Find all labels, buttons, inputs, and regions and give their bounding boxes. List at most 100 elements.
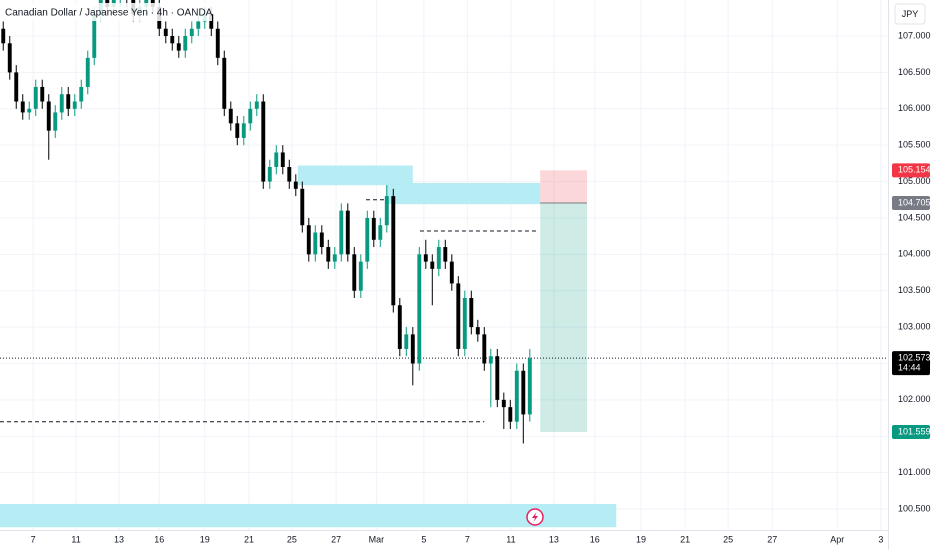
candle-body <box>66 94 71 109</box>
price-flag-label: 101.559 <box>898 426 931 436</box>
x-tick-label: 11 <box>506 534 515 544</box>
candle-body <box>358 261 363 291</box>
y-tick-label: 105.000 <box>898 176 931 186</box>
candle-body <box>280 152 285 168</box>
zone <box>386 183 541 205</box>
candle-body <box>14 72 19 102</box>
candle-body <box>332 254 337 262</box>
candle-body <box>92 14 97 58</box>
x-tick-label: Mar <box>369 534 385 544</box>
plot-area <box>0 0 888 530</box>
candle-body <box>59 94 64 113</box>
candle-body <box>209 14 214 29</box>
event-icon[interactable] <box>526 508 544 526</box>
candle-body <box>7 43 12 73</box>
candle-body <box>241 123 246 138</box>
candle-body <box>371 217 376 240</box>
candle-body <box>248 108 253 124</box>
candle-body <box>488 356 493 364</box>
x-tick-label: 11 <box>71 534 80 544</box>
candle-body <box>326 247 331 262</box>
candle-body <box>85 57 90 87</box>
candle-body <box>378 225 383 240</box>
candle-body <box>215 28 220 58</box>
candle-body <box>404 334 409 349</box>
price-flag-label: 104.705 <box>898 197 931 207</box>
candle-body <box>482 334 487 364</box>
candle-body <box>469 297 474 328</box>
y-tick-label: 102.000 <box>898 394 931 404</box>
x-tick-label: 27 <box>767 534 777 544</box>
zone <box>0 503 617 528</box>
x-tick-label: 3 <box>878 534 883 544</box>
x-tick-label: 13 <box>114 534 124 544</box>
candle-body <box>313 232 318 255</box>
y-tick-label: 107.000 <box>898 30 931 40</box>
candle-body <box>228 108 233 124</box>
candle-body <box>397 305 402 349</box>
y-tick-label: 100.500 <box>898 503 931 513</box>
x-tick-label: 19 <box>636 534 646 544</box>
y-tick-label: 103.000 <box>898 321 931 331</box>
candle-body <box>196 21 201 29</box>
candle-body <box>391 196 396 306</box>
candle-body <box>267 167 272 182</box>
candle-body <box>319 232 324 248</box>
price-flag <box>892 196 930 211</box>
target-zone <box>540 203 588 432</box>
candle-body <box>254 101 259 109</box>
candle-body <box>501 399 506 408</box>
x-tick-label: 21 <box>244 534 254 544</box>
y-tick-label: 104.500 <box>898 212 931 222</box>
y-tick-label: 101.000 <box>898 467 931 477</box>
candle-body <box>293 181 298 189</box>
candle-body <box>72 101 77 109</box>
x-tick-label: 16 <box>154 534 164 544</box>
x-tick-label: 25 <box>723 534 733 544</box>
candle-body <box>508 407 513 422</box>
candle-body <box>456 283 461 349</box>
x-tick-label: 27 <box>331 534 341 544</box>
candle-body <box>384 196 389 226</box>
currency-box[interactable] <box>894 3 926 25</box>
candle-body <box>170 36 175 44</box>
candle-body <box>443 247 448 262</box>
candle-body <box>163 28 168 37</box>
candle-body <box>475 327 480 335</box>
y-tick-label: 103.500 <box>898 285 931 295</box>
candle-body <box>339 210 344 255</box>
x-tick-label: 13 <box>549 534 559 544</box>
stop-zone <box>540 170 588 204</box>
candle-body <box>261 101 266 182</box>
candle-body <box>436 247 441 269</box>
candle-body <box>235 123 240 138</box>
candle-body <box>40 86 45 102</box>
x-tick-label: 21 <box>680 534 690 544</box>
candle-body <box>527 358 532 415</box>
candle-body <box>417 254 422 364</box>
y-tick-label: 106.000 <box>898 103 931 113</box>
x-tick-label: 25 <box>287 534 297 544</box>
y-tick-label: 104.000 <box>898 249 931 259</box>
candle-body <box>495 356 500 400</box>
price-flag <box>892 424 930 439</box>
candle-body <box>521 370 526 415</box>
candle-body <box>176 43 181 51</box>
y-tick-label: 105.500 <box>898 140 931 150</box>
candle-body <box>53 112 58 131</box>
chart-title: Canadian Dollar / Japanese Yen · 4h · OA… <box>5 8 213 19</box>
x-tick-label: 19 <box>200 534 210 544</box>
y-tick-label: 106.500 <box>898 67 931 77</box>
candle-body <box>300 188 305 226</box>
price-flag-label: 102.573 <box>898 353 931 363</box>
candle-body <box>222 57 227 109</box>
price-flag <box>892 351 930 376</box>
candle-body <box>274 152 279 168</box>
candle-body <box>46 101 51 131</box>
candle-body <box>189 28 194 37</box>
currency: JPY <box>902 9 919 19</box>
x-tick-label: 7 <box>31 534 36 544</box>
zone <box>297 165 413 186</box>
candle-body <box>33 86 38 109</box>
